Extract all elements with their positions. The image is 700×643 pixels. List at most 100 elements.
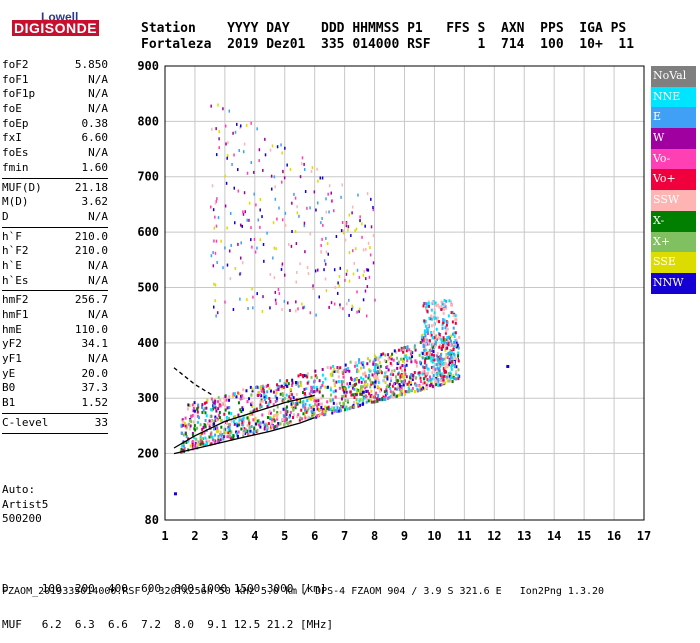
echo-point bbox=[457, 359, 460, 363]
echo-point bbox=[425, 341, 428, 345]
echo-point bbox=[376, 363, 379, 367]
echo-point bbox=[302, 412, 305, 416]
echo-point bbox=[405, 349, 408, 353]
echo-point bbox=[193, 444, 196, 448]
echo-point bbox=[196, 443, 199, 447]
echo-point bbox=[339, 366, 342, 370]
echo-point bbox=[395, 350, 398, 354]
echo-point bbox=[455, 338, 458, 342]
echo-point bbox=[228, 109, 231, 113]
echo-point bbox=[312, 287, 314, 291]
echo-point bbox=[313, 390, 316, 394]
param-value: 21.18 bbox=[74, 180, 108, 194]
echo-point bbox=[295, 382, 298, 386]
echo-point bbox=[247, 432, 250, 436]
echo-point bbox=[374, 380, 377, 384]
echo-point bbox=[212, 208, 215, 212]
echo-point bbox=[173, 492, 177, 496]
echo-point bbox=[185, 440, 188, 444]
echo-point bbox=[248, 397, 251, 401]
echo-point bbox=[420, 371, 423, 375]
echo-point bbox=[443, 382, 446, 386]
echo-point bbox=[402, 375, 405, 379]
echo-point bbox=[395, 394, 398, 398]
echo-point bbox=[396, 387, 399, 391]
echo-point bbox=[440, 346, 443, 350]
echo-point bbox=[242, 150, 245, 154]
echo-point bbox=[409, 380, 412, 384]
param-name: h`F2 bbox=[2, 244, 29, 258]
echo-point bbox=[191, 403, 194, 407]
echo-point bbox=[288, 243, 290, 247]
echo-point bbox=[214, 283, 217, 287]
echo-point bbox=[400, 386, 403, 390]
echo-point bbox=[389, 372, 392, 376]
echo-point bbox=[429, 384, 432, 388]
echo-point bbox=[349, 383, 352, 387]
echo-point bbox=[432, 330, 435, 334]
echo-point bbox=[411, 389, 414, 393]
echo-point bbox=[378, 397, 381, 401]
echo-point bbox=[237, 401, 240, 405]
param-value: N/A bbox=[88, 352, 108, 366]
echo-point bbox=[252, 431, 255, 435]
param-name: foEs bbox=[2, 146, 29, 160]
legend-item-xminus: X- bbox=[651, 210, 696, 232]
echo-point bbox=[425, 302, 428, 306]
echo-point bbox=[387, 353, 390, 357]
x-tick-label: 16 bbox=[607, 529, 621, 543]
echo-point bbox=[234, 130, 237, 134]
echo-point bbox=[358, 399, 361, 403]
echo-point bbox=[261, 385, 264, 389]
echo-point bbox=[364, 224, 366, 228]
echo-point bbox=[377, 378, 380, 382]
echo-point bbox=[289, 392, 292, 396]
echo-point bbox=[444, 348, 447, 352]
echo-point bbox=[188, 422, 191, 426]
echo-point bbox=[415, 364, 418, 368]
echo-point bbox=[408, 380, 411, 384]
echo-point bbox=[363, 380, 366, 384]
echo-point bbox=[327, 192, 329, 196]
echo-point bbox=[343, 408, 346, 412]
echo-point bbox=[359, 398, 362, 402]
echo-point bbox=[429, 356, 432, 360]
echo-point bbox=[324, 377, 327, 381]
echo-point bbox=[360, 392, 363, 396]
echo-point bbox=[449, 376, 452, 380]
echo-point bbox=[453, 365, 456, 369]
echo-point bbox=[231, 434, 234, 438]
echo-point bbox=[456, 343, 459, 347]
echo-point bbox=[276, 415, 279, 419]
echo-point bbox=[346, 302, 348, 306]
echo-point bbox=[239, 297, 241, 301]
echo-point bbox=[419, 380, 422, 384]
echo-point bbox=[314, 269, 317, 273]
echo-point bbox=[318, 390, 321, 394]
echo-point bbox=[356, 268, 359, 272]
echo-point bbox=[286, 410, 289, 414]
echo-point bbox=[260, 405, 263, 409]
echo-point bbox=[399, 391, 402, 395]
echo-point bbox=[449, 379, 452, 383]
echo-point bbox=[284, 409, 287, 413]
echo-point bbox=[324, 277, 327, 281]
echo-point bbox=[246, 423, 249, 427]
echo-point bbox=[365, 400, 368, 404]
echo-point bbox=[201, 405, 204, 409]
echo-point bbox=[427, 324, 430, 328]
echo-point bbox=[246, 298, 248, 302]
echo-point bbox=[457, 351, 460, 355]
echo-point bbox=[443, 307, 446, 311]
echo-point bbox=[256, 127, 258, 131]
echo-point bbox=[344, 238, 347, 242]
echo-point bbox=[197, 403, 200, 407]
echo-point bbox=[352, 393, 355, 397]
echo-point bbox=[344, 278, 346, 282]
echo-point bbox=[263, 391, 266, 395]
echo-point bbox=[251, 245, 253, 249]
echo-point bbox=[339, 303, 341, 307]
echo-point bbox=[192, 409, 195, 413]
echo-point bbox=[431, 346, 434, 350]
echo-point bbox=[258, 159, 260, 163]
